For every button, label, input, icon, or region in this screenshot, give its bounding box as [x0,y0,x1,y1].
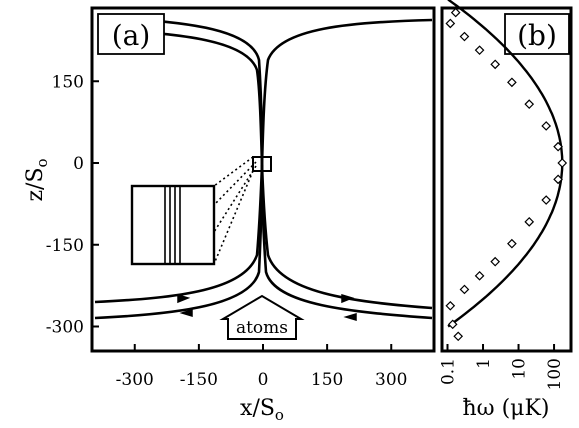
data-point [450,7,461,18]
data-point [557,158,568,168]
x-tick-label: 300 [375,370,407,390]
y-tick-label: 0 [73,154,84,174]
data-point [490,256,501,267]
panel-b-x-ticks: 0.1 1 10 100 [439,344,565,390]
inset-lines [164,186,181,264]
data-point [524,99,535,109]
lower-right-lower-line [260,164,433,320]
b-x-tick-label: 100 [545,358,565,390]
data-point [447,319,458,330]
zoom-line-top [213,156,254,187]
y-tick-label: 150 [52,72,84,92]
origin-square [252,156,272,172]
data-point [459,284,470,295]
inset-box [130,184,216,266]
x-tick-label: 0 [258,370,269,390]
upper-left-inner-line [114,16,264,166]
panel-a-y-ticks: 150 0 -150 -300 [46,72,99,338]
panel-b-frame [440,6,573,353]
zoom-line-mid2 [213,165,257,233]
b-x-tick-label: 0.1 [439,358,459,385]
y-axis-title: z/So [23,158,51,201]
zoom-lines [213,156,257,265]
panel-a-label-box [97,13,165,55]
x-tick-label: -150 [180,370,218,390]
data-point [453,331,464,342]
data-point [541,195,552,205]
data-point [459,31,470,42]
data-point [445,300,456,311]
panel-b-label-box [504,13,570,55]
x-tick-label: -300 [116,370,154,390]
atoms-label: atoms [236,318,288,338]
lower-right-upper-line [260,164,433,310]
y-tick-label: -150 [46,236,84,256]
panel-b-x-title: ħω (μK) [462,396,549,421]
upper-right-outer-line [260,18,433,166]
atoms-arrow-box [219,294,305,340]
data-point [474,45,485,56]
zoom-line-mid1 [213,161,257,206]
data-point [490,59,501,70]
panel-a-curves [94,16,433,320]
panel-a-x-ticks: -300 -150 0 150 300 [116,344,407,390]
panel-b-label: (b) [517,19,557,52]
b-x-tick-label: 1 [474,358,494,369]
arrows [177,293,357,322]
data-point [553,141,563,152]
data-point [474,270,485,281]
data-point [553,174,563,185]
data-point [507,238,517,249]
panel-b-points [445,7,568,342]
data-point [541,121,552,131]
x-axis-title: x/So [240,396,284,424]
arrow-lower-left-left [179,308,193,318]
data-point [507,77,517,88]
arrow-lower-right-left [343,312,357,322]
zoom-line-bottom [213,170,254,265]
y-tick-label: -300 [46,318,84,338]
arrow-lower-left-right [177,293,191,304]
panel-a-label: (a) [112,19,151,52]
x-tick-label: 150 [311,370,343,390]
arrow-lower-right-right [341,293,355,304]
data-point [445,18,456,29]
b-x-tick-label: 10 [510,358,530,380]
data-point [524,217,535,227]
